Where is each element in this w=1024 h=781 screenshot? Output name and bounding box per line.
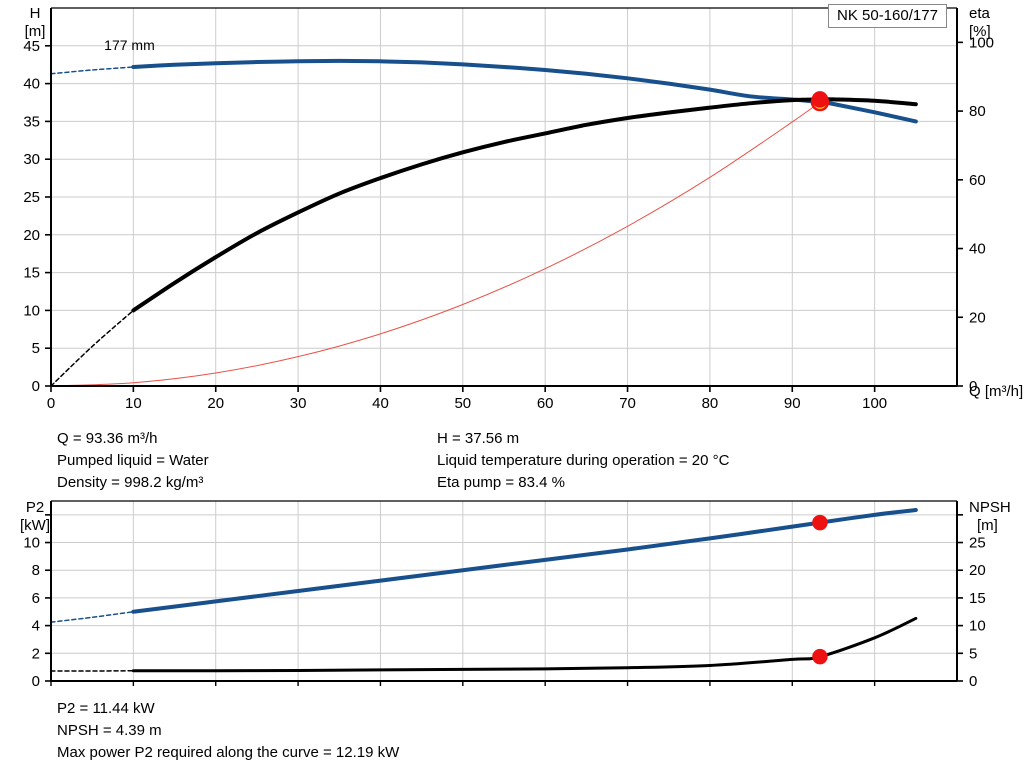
top-left-tick-35: 35 (23, 113, 40, 130)
bottom-right-axis-unit: [m] (977, 517, 998, 534)
top-right-tick-80: 80 (969, 103, 986, 120)
pump-model-label: NK 50-160/177 (828, 4, 947, 28)
power-curve-extension (50, 611, 135, 623)
top-left-tick-45: 45 (23, 38, 40, 55)
top-x-tick-40: 40 (372, 395, 389, 412)
duty-point-efficiency (811, 91, 829, 108)
top-chart-gridlines (51, 8, 957, 387)
top-chart-labels: 0 5 10 15 20 25 30 35 40 45 0 20 40 60 80 100 0 10 20 30 40 5… (23, 5, 1023, 412)
top-left-tick-20: 20 (23, 227, 40, 244)
npsh-curve (131, 616, 918, 673)
top-chart-axes (45, 7, 963, 392)
head-curve (131, 58, 918, 124)
bottom-chart-axes (45, 500, 963, 686)
bottom-left-tick-0: 0 (32, 673, 40, 690)
pump-performance-page: 0 5 10 15 20 25 30 35 40 45 0 20 40 60 80 100 0 10 20 30 40 5… (20, 4, 1023, 761)
bottom-right-axis-title: NPSH (969, 499, 1011, 516)
power-npsh-chart: 0 2 4 6 8 10 0 5 10 15 20 25 P2[kW] NPSH[m] (20, 499, 1011, 690)
bottom-right-tick-5: 5 (969, 645, 977, 662)
top-left-tick-30: 30 (23, 151, 40, 168)
bottom-right-tick-10: 10 (969, 618, 986, 635)
bottom-chart-markers (812, 514, 828, 665)
bottom-left-tick-6: 6 (32, 590, 40, 607)
top-right-tick-20: 20 (969, 309, 986, 326)
top-x-tick-20: 20 (207, 395, 224, 412)
top-left-tick-40: 40 (23, 76, 40, 93)
top-right-axis-unit: [%] (969, 23, 991, 40)
info-q: Q = 93.36 m³/h (57, 430, 158, 447)
info-npsh: NPSH = 4.39 m (57, 722, 162, 739)
info-density: Density = 998.2 kg/m³ (57, 474, 204, 491)
top-left-tick-0: 0 (32, 378, 40, 395)
bottom-left-tick-4: 4 (32, 618, 40, 635)
top-x-axis-title: Q [m³/h] (969, 383, 1023, 400)
top-right-tick-60: 60 (969, 172, 986, 189)
bottom-left-tick-8: 8 (32, 562, 40, 579)
top-x-tick-50: 50 (454, 395, 471, 412)
info-max-power: Max power P2 required along the curve = … (57, 744, 400, 761)
top-x-tick-90: 90 (784, 395, 801, 412)
duty-point-power (812, 514, 828, 531)
head-efficiency-chart: 0 5 10 15 20 25 30 35 40 45 0 20 40 60 80 100 0 10 20 30 40 5… (23, 5, 1023, 412)
bottom-right-tick-0: 0 (969, 673, 977, 690)
top-left-tick-10: 10 (23, 302, 40, 319)
top-x-tick-30: 30 (290, 395, 307, 412)
info-eta-pump: Eta pump = 83.4 % (437, 474, 565, 491)
bottom-left-tick-2: 2 (32, 645, 40, 662)
top-left-tick-15: 15 (23, 265, 40, 282)
top-chart-curves (50, 58, 918, 387)
bottom-left-axis-unit: [kW] (20, 517, 50, 534)
info-liquid-temperature: Liquid temperature during operation = 20… (437, 452, 730, 469)
info-pumped-liquid: Pumped liquid = Water (57, 452, 209, 469)
top-chart-markers (810, 91, 830, 112)
bottom-right-tick-25: 25 (969, 535, 986, 552)
top-left-axis-unit: [m] (25, 23, 46, 40)
duty-point-npsh (812, 648, 828, 665)
top-x-tick-60: 60 (537, 395, 554, 412)
power-info-block: P2 = 11.44 kW NPSH = 4.39 m Max power P2… (57, 698, 399, 764)
efficiency-curve-extension (50, 309, 135, 387)
top-x-tick-100: 100 (862, 395, 887, 412)
bottom-right-tick-20: 20 (969, 562, 986, 579)
top-left-tick-25: 25 (23, 189, 40, 206)
top-right-tick-0: 0 (969, 378, 977, 395)
top-x-tick-80: 80 (702, 395, 719, 412)
bottom-left-axis-title: P2 (26, 499, 44, 516)
top-left-axis-title: H (30, 5, 41, 22)
top-x-tick-70: 70 (619, 395, 636, 412)
duty-info-left-column: Q = 93.36 m³/h Pumped liquid = Water Den… (57, 428, 209, 494)
head-curve-extension (50, 66, 135, 75)
bottom-left-tick-10: 10 (23, 535, 40, 552)
impeller-diameter-label: 177 mm (104, 37, 155, 53)
duty-info-right-column: H = 37.56 m Liquid temperature during op… (437, 428, 729, 494)
top-right-axis-title: eta (969, 5, 991, 22)
bottom-chart-curves (50, 508, 918, 673)
duty-info-block: Q = 93.36 m³/h Pumped liquid = Water Den… (0, 428, 1024, 498)
bottom-right-tick-15: 15 (969, 590, 986, 607)
top-left-tick-5: 5 (32, 340, 40, 357)
top-right-tick-40: 40 (969, 241, 986, 258)
bottom-chart-labels: 0 2 4 6 8 10 0 5 10 15 20 25 P2[kW] NPSH[m] (20, 499, 1011, 690)
info-p2: P2 = 11.44 kW (57, 700, 155, 717)
info-h: H = 37.56 m (437, 430, 520, 447)
top-x-tick-0: 0 (47, 395, 55, 412)
top-x-tick-10: 10 (125, 395, 142, 412)
power-curve (131, 508, 918, 614)
system-curve (50, 101, 821, 387)
top-right-tick-100: 100 (969, 34, 994, 51)
